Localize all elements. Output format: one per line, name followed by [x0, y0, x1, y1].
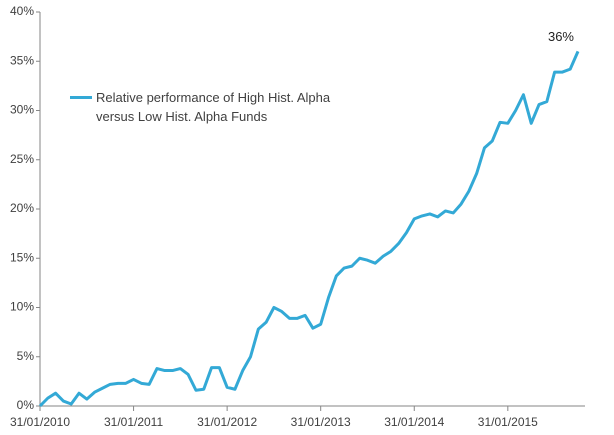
- x-tick-label: 31/01/2011: [104, 415, 163, 429]
- y-tick-label: 10%: [10, 300, 34, 314]
- legend: Relative performance of High Hist. Alpha…: [70, 88, 346, 126]
- y-tick-label: 15%: [10, 250, 34, 264]
- legend-label: Relative performance of High Hist. Alpha…: [96, 90, 331, 124]
- x-tick-label: 31/01/2012: [197, 415, 257, 429]
- data-label: 36%: [548, 29, 574, 44]
- x-tick-label: 31/01/2015: [478, 415, 538, 429]
- y-tick-label: 35%: [10, 53, 34, 67]
- y-tick-label: 0%: [17, 398, 35, 412]
- y-tick-label: 20%: [10, 201, 34, 215]
- y-tick-label: 40%: [10, 4, 34, 18]
- y-tick-label: 25%: [10, 152, 34, 166]
- x-tick-label: 31/01/2013: [291, 415, 351, 429]
- legend-swatch: [70, 96, 92, 99]
- x-tick-label: 31/01/2010: [10, 415, 70, 429]
- y-tick-label: 30%: [10, 103, 34, 117]
- x-tick-label: 31/01/2014: [384, 415, 444, 429]
- series-line: [38, 50, 580, 408]
- y-tick-label: 5%: [17, 349, 35, 363]
